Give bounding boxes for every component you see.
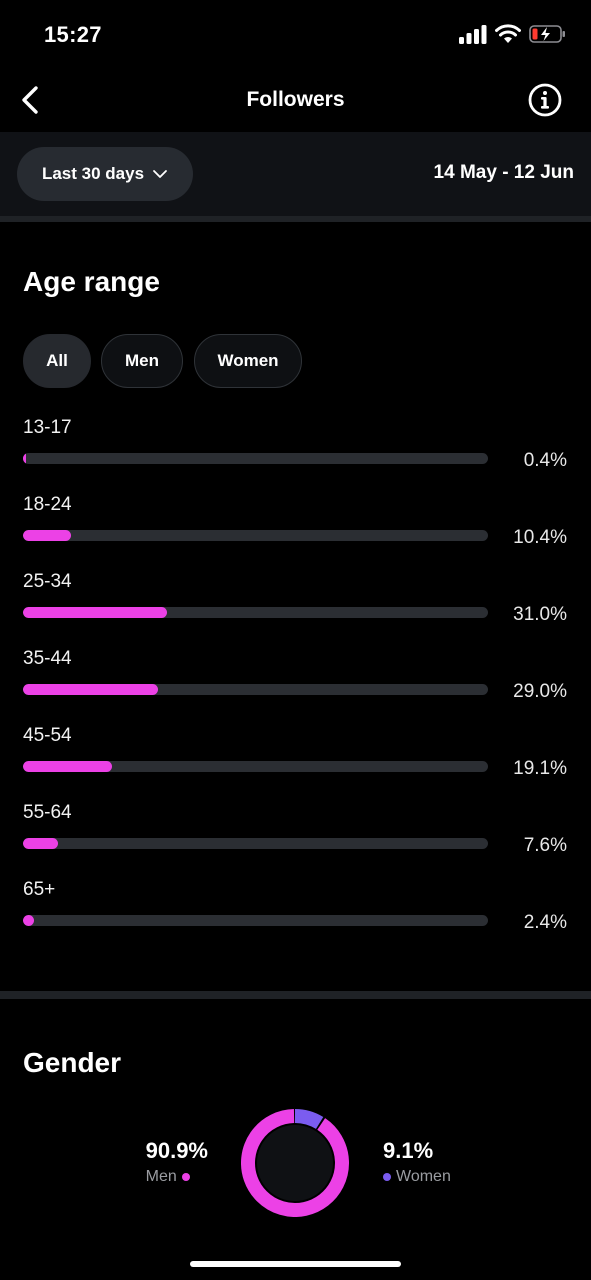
age-percent: 0.4% bbox=[523, 450, 567, 471]
battery-charging-icon bbox=[529, 25, 565, 43]
date-range: 14 May - 12 Jun bbox=[433, 162, 574, 183]
age-bar-track bbox=[23, 530, 488, 541]
info-button[interactable] bbox=[527, 82, 563, 118]
age-bar-track bbox=[23, 838, 488, 849]
age-bar-fill bbox=[23, 453, 26, 464]
age-percent: 29.0% bbox=[513, 681, 567, 702]
gender-donut-chart bbox=[241, 1109, 349, 1217]
age-label: 13-17 bbox=[23, 417, 72, 438]
segment-label: Women bbox=[217, 351, 279, 370]
home-indicator bbox=[190, 1261, 401, 1267]
age-percent: 19.1% bbox=[513, 758, 567, 779]
age-bar-track bbox=[23, 684, 488, 695]
age-range-title: Age range bbox=[23, 266, 160, 297]
age-bar-fill bbox=[23, 761, 112, 772]
back-button[interactable] bbox=[14, 80, 46, 120]
segment-men[interactable]: Men bbox=[101, 334, 183, 388]
age-label: 18-24 bbox=[23, 494, 72, 515]
info-icon bbox=[528, 83, 562, 117]
age-bar-fill bbox=[23, 915, 35, 926]
donut-arc-women bbox=[294, 1109, 324, 1130]
age-label: 55-64 bbox=[23, 802, 72, 823]
age-bar-track bbox=[23, 761, 488, 772]
age-bar-fill bbox=[23, 530, 72, 541]
filter-bar: Last 30 days 14 May - 12 Jun bbox=[0, 132, 591, 216]
women-legend: Women bbox=[383, 1168, 451, 1186]
wifi-icon bbox=[495, 24, 521, 43]
segment-all[interactable]: All bbox=[23, 334, 91, 388]
gender-women-stat: 9.1% Women bbox=[383, 1138, 451, 1186]
segment-label: Men bbox=[125, 351, 159, 370]
age-bar-fill bbox=[23, 607, 168, 618]
age-label: 45-54 bbox=[23, 725, 72, 746]
age-bar-track bbox=[23, 607, 488, 618]
period-label: Last 30 days bbox=[41, 164, 145, 183]
age-bar-track bbox=[23, 915, 488, 926]
age-percent: 7.6% bbox=[523, 835, 567, 856]
age-percent: 2.4% bbox=[523, 912, 567, 933]
nav-bar: Followers bbox=[0, 70, 591, 132]
donut-center bbox=[257, 1125, 333, 1201]
age-percent: 10.4% bbox=[513, 527, 567, 548]
gender-title: Gender bbox=[23, 1047, 122, 1078]
women-percent: 9.1% bbox=[383, 1138, 434, 1163]
men-label: Men bbox=[145, 1168, 177, 1185]
status-bar: 15:27 bbox=[0, 0, 591, 70]
age-bar-fill bbox=[23, 684, 158, 695]
age-label: 35-44 bbox=[23, 648, 72, 669]
status-time: 15:27 bbox=[44, 22, 102, 47]
age-label: 65+ bbox=[23, 879, 56, 900]
women-label: Women bbox=[396, 1168, 451, 1185]
men-dot-icon bbox=[181, 1173, 190, 1181]
age-row: 18-24 10.4% bbox=[23, 494, 571, 554]
age-row: 55-64 7.6% bbox=[23, 802, 571, 862]
chevron-left-icon bbox=[22, 86, 38, 114]
cellular-signal-icon bbox=[459, 25, 487, 44]
age-row: 45-54 19.1% bbox=[23, 725, 571, 785]
age-row: 25-34 31.0% bbox=[23, 571, 571, 631]
age-row: 35-44 29.0% bbox=[23, 648, 571, 708]
section-divider bbox=[0, 216, 591, 222]
age-bar-fill bbox=[23, 838, 59, 849]
period-dropdown[interactable]: Last 30 days bbox=[17, 147, 193, 201]
age-bar-track bbox=[23, 453, 488, 464]
age-label: 25-34 bbox=[23, 571, 72, 592]
chevron-down-icon bbox=[153, 170, 167, 178]
age-row: 13-17 0.4% bbox=[23, 417, 571, 477]
section-divider bbox=[0, 991, 591, 999]
age-row: 65+ 2.4% bbox=[23, 879, 571, 939]
status-icons bbox=[459, 24, 567, 44]
men-legend: Men bbox=[146, 1168, 208, 1186]
women-dot-icon bbox=[383, 1173, 391, 1181]
segment-label: All bbox=[46, 351, 68, 370]
page-title: Followers bbox=[246, 88, 345, 111]
gender-men-stat: 90.9% Men bbox=[146, 1138, 208, 1186]
age-percent: 31.0% bbox=[513, 604, 567, 625]
donut-arc-men bbox=[241, 1109, 349, 1217]
segment-women[interactable]: Women bbox=[194, 334, 302, 388]
men-percent: 90.9% bbox=[145, 1138, 208, 1163]
